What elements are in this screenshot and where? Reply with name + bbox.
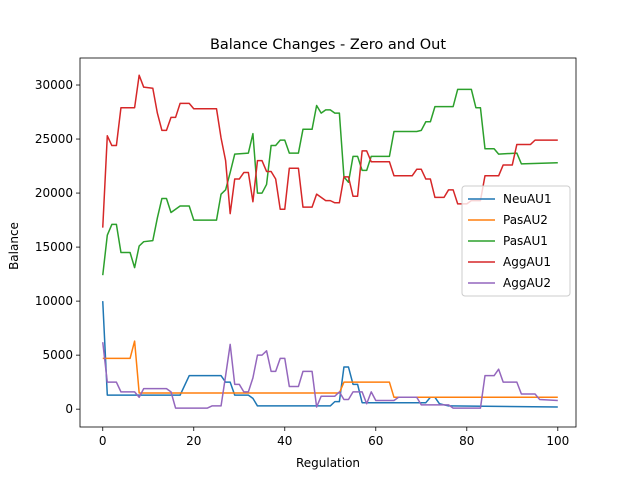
- y-tick-label: 5000: [42, 348, 73, 362]
- x-tick-label: 40: [277, 434, 292, 448]
- legend-label-pasau1: PasAU1: [503, 234, 548, 248]
- y-tick-label: 30000: [35, 78, 73, 92]
- plot-frame: [79, 57, 577, 428]
- legend-label-aggau2: AggAU2: [503, 276, 551, 290]
- chart-title: Balance Changes - Zero and Out: [210, 37, 446, 53]
- series-line-aggau1: [102, 74, 558, 228]
- x-tick-label: 0: [99, 434, 107, 448]
- y-tick-label: 0: [65, 402, 73, 416]
- x-tick-label: 80: [459, 434, 474, 448]
- legend-label-aggau1: AggAU1: [503, 255, 551, 269]
- y-tick-label: 10000: [35, 294, 73, 308]
- legend-label-pasau2: PasAU2: [503, 213, 548, 227]
- legend-label-neuau1: NeuAU1: [503, 192, 552, 206]
- series-group: [102, 74, 558, 409]
- y-axis-label: Balance: [7, 222, 21, 270]
- legend: NeuAU1 PasAU2 PasAU1 AggAU1 AggAU2: [461, 185, 571, 297]
- y-tick-label: 15000: [35, 240, 73, 254]
- x-tick-label: 100: [546, 434, 569, 448]
- y-tick-label: 25000: [35, 132, 73, 146]
- x-axis-label: Regulation: [296, 456, 360, 470]
- series-line-aggau2: [102, 342, 558, 409]
- legend-box: [461, 185, 571, 297]
- series-line-pasau2: [102, 340, 558, 399]
- series-line-pasau1: [102, 88, 558, 276]
- x-tick-label: 60: [368, 434, 383, 448]
- x-tick-label: 20: [186, 434, 201, 448]
- y-tick-label: 20000: [35, 186, 73, 200]
